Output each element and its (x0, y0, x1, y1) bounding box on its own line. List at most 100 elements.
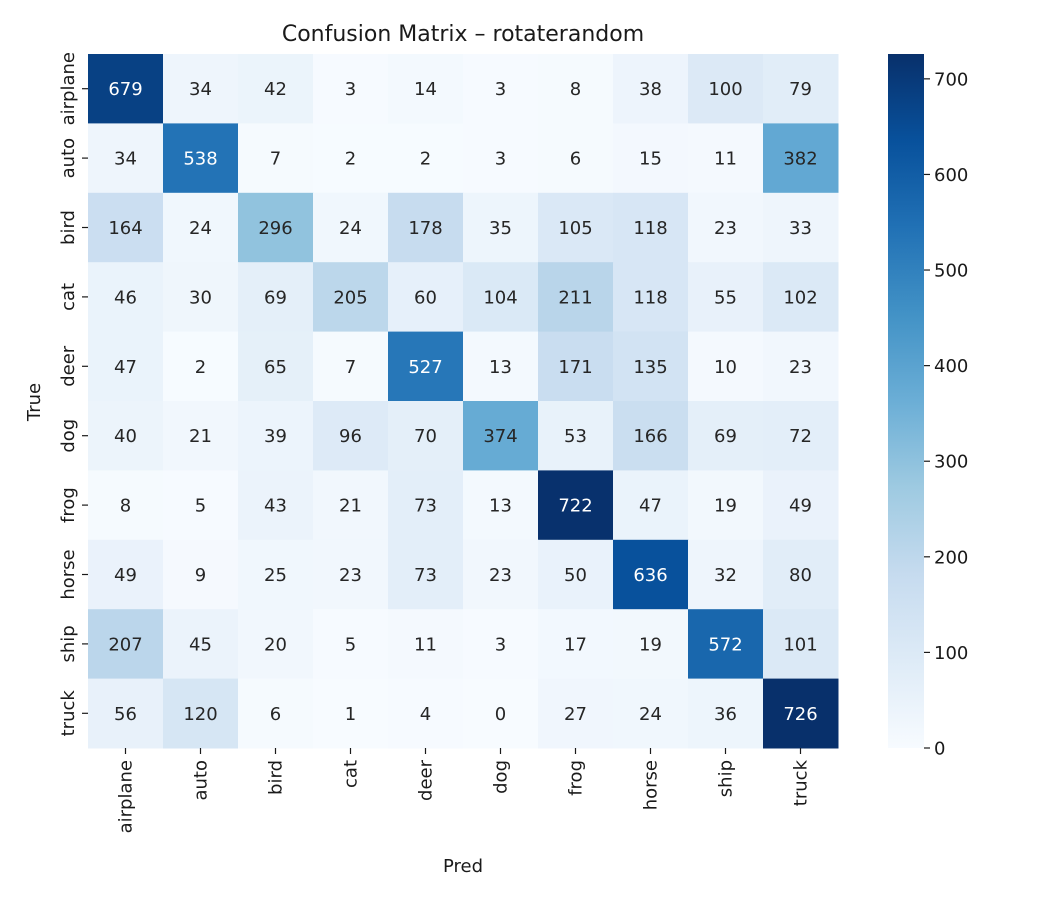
heatmap-cell (313, 123, 389, 194)
heatmap-cell (538, 539, 614, 610)
heatmap-cell (88, 331, 164, 402)
cell-value-label: 43 (264, 496, 287, 517)
heatmap-cell (313, 192, 389, 263)
heatmap-cell (613, 609, 689, 680)
heatmap-cell (388, 192, 464, 263)
heatmap-cell (538, 470, 614, 541)
heatmap-cell (313, 470, 389, 541)
heatmap-cell (763, 192, 839, 263)
cell-value-label: 23 (489, 565, 512, 586)
heatmap-cell (763, 262, 839, 333)
cell-value-label: 21 (339, 496, 362, 517)
heatmap-cell (313, 609, 389, 680)
cell-value-label: 6 (570, 149, 581, 170)
cell-value-label: 135 (633, 357, 667, 378)
cell-value-label: 24 (189, 218, 212, 239)
cell-value-label: 23 (789, 357, 812, 378)
x-axis-ticks: airplane auto bird cat deer dog frog horse ship t… (116, 748, 812, 833)
heatmap-cell (238, 470, 314, 541)
heatmap-cell (238, 539, 314, 610)
cell-value-label: 14 (414, 79, 437, 100)
heatmap-cell (763, 609, 839, 680)
cell-value-label: 32 (714, 565, 737, 586)
heatmap-cell (313, 262, 389, 333)
cell-value-label: 100 (708, 79, 742, 100)
y-tick-label: dog (58, 419, 79, 453)
cell-value-label: 527 (408, 357, 442, 378)
heatmap-cell (463, 470, 539, 541)
heatmap-cell (163, 123, 239, 194)
colorbar-tick-label: 200 (934, 547, 968, 568)
cell-value-label: 11 (714, 149, 737, 170)
cell-value-label: 3 (495, 149, 506, 170)
heatmap-cell (688, 609, 764, 680)
heatmap-cell (388, 678, 464, 749)
x-tick-label: deer (416, 759, 437, 801)
cell-value-label: 101 (783, 634, 817, 655)
heatmap-cell (88, 123, 164, 194)
y-tick-label: auto (58, 138, 79, 179)
cell-value-label: 40 (114, 426, 137, 447)
heatmap-cell (463, 678, 539, 749)
cell-value-label: 105 (558, 218, 592, 239)
x-tick-label: bird (266, 760, 287, 795)
cell-value-label: 374 (483, 426, 517, 447)
cell-value-label: 25 (264, 565, 287, 586)
heatmap-cell (313, 539, 389, 610)
heatmap-cell (163, 678, 239, 749)
cell-value-label: 13 (489, 496, 512, 517)
heatmap-cell (388, 609, 464, 680)
heatmap-cell (763, 331, 839, 402)
cell-value-label: 47 (639, 496, 662, 517)
cell-value-label: 1 (345, 704, 356, 725)
cell-value-label: 102 (783, 287, 817, 308)
cell-value-label: 50 (564, 565, 587, 586)
cell-value-label: 24 (639, 704, 662, 725)
heatmap-cell (538, 192, 614, 263)
heatmap-cell (688, 54, 764, 124)
cell-value-label: 382 (783, 149, 817, 170)
cell-value-label: 36 (714, 704, 737, 725)
cell-value-label: 73 (414, 496, 437, 517)
heatmap-cell (388, 54, 464, 124)
y-tick-label: horse (58, 549, 79, 599)
cell-value-label: 70 (414, 426, 437, 447)
heatmap-cell (763, 539, 839, 610)
heatmap-cell (538, 609, 614, 680)
colorbar-tick-label: 600 (934, 165, 968, 186)
heatmap-cell (688, 470, 764, 541)
cell-value-label: 20 (264, 634, 287, 655)
heatmap-cell (538, 401, 614, 471)
heatmap-cell (238, 54, 314, 124)
heatmap-cell (613, 401, 689, 471)
heatmap-cell (388, 401, 464, 471)
cell-value-label: 120 (183, 704, 217, 725)
cell-value-label: 722 (558, 496, 592, 517)
y-tick-label: bird (58, 210, 79, 245)
cell-value-label: 171 (558, 357, 592, 378)
heatmap-cell (463, 123, 539, 194)
heatmap-cell (688, 262, 764, 333)
cell-value-label: 178 (408, 218, 442, 239)
cell-value-label: 205 (333, 287, 367, 308)
heatmap-cell (613, 123, 689, 194)
cell-value-label: 118 (633, 218, 667, 239)
heatmap-cell (538, 123, 614, 194)
x-tick-label: horse (641, 760, 662, 810)
x-tick-label: cat (341, 760, 362, 788)
heatmap-cell (613, 470, 689, 541)
cell-value-label: 3 (495, 79, 506, 100)
heatmap-cell (763, 123, 839, 194)
cell-value-label: 2 (345, 149, 356, 170)
cell-value-label: 72 (789, 426, 812, 447)
heatmap-cell (313, 54, 389, 124)
chart-title: Confusion Matrix – rotaterandom (282, 22, 644, 47)
cell-value-label: 96 (339, 426, 362, 447)
heatmap-cell (163, 262, 239, 333)
heatmap-cell (88, 609, 164, 680)
cell-value-label: 65 (264, 357, 287, 378)
cell-value-label: 636 (633, 565, 667, 586)
cell-value-label: 23 (339, 565, 362, 586)
